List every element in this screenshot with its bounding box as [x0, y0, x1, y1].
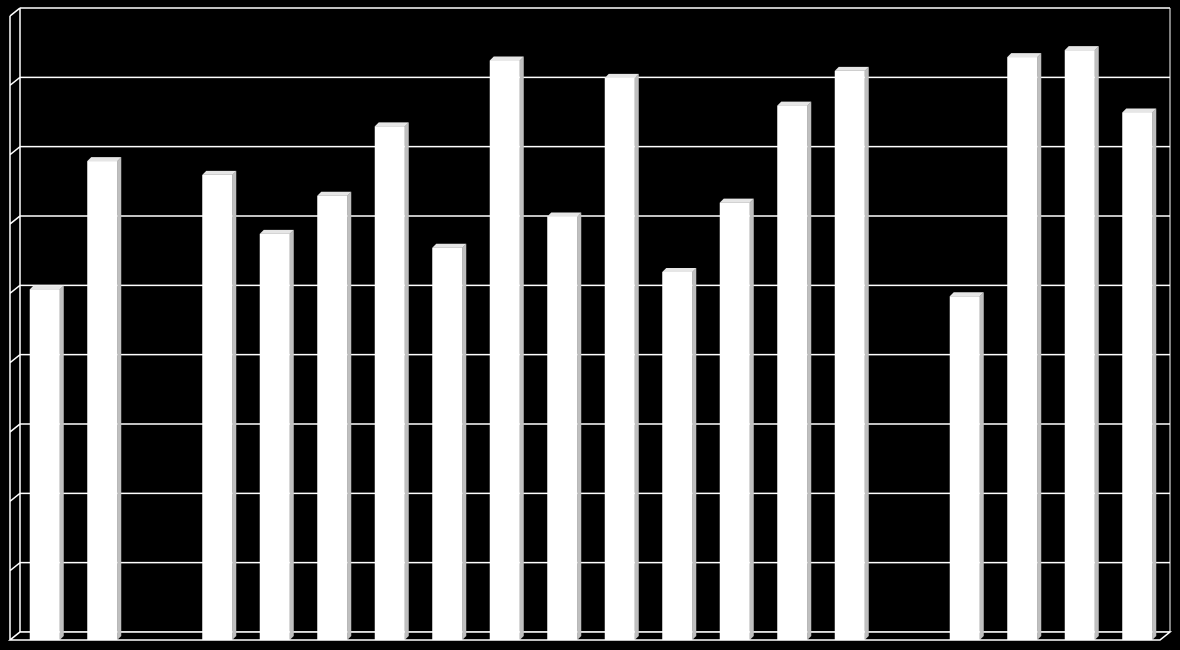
grid-line-side — [9, 146, 21, 156]
bar — [777, 105, 808, 641]
bar-top-face — [374, 122, 409, 127]
bar-side-face — [117, 157, 122, 641]
bar-top-face — [87, 157, 122, 162]
bar-top-face — [547, 212, 582, 217]
bar-top-face — [1064, 46, 1099, 51]
bar-top-face — [317, 191, 352, 196]
bar-top-face — [662, 268, 697, 272]
bar — [604, 77, 635, 640]
bar — [317, 195, 348, 640]
bar — [29, 289, 60, 640]
bar — [489, 60, 520, 641]
grid-line-side — [9, 76, 21, 86]
bar-side-face — [749, 198, 754, 640]
bar-top-face — [777, 101, 812, 106]
bar-top-face — [432, 243, 467, 248]
bar-top-face — [719, 198, 754, 203]
bar — [202, 174, 233, 640]
bar-top-face — [834, 66, 869, 71]
bar-top-face — [29, 285, 64, 290]
bar — [547, 216, 578, 641]
bar-side-face — [692, 268, 697, 640]
bar — [949, 296, 980, 640]
bar — [1064, 50, 1095, 640]
bar-side-face — [979, 292, 984, 640]
bar-side-face — [807, 101, 812, 641]
bar — [1007, 57, 1038, 641]
bar-top-face — [604, 73, 639, 78]
bar-side-face — [634, 73, 639, 640]
bar-side-face — [59, 285, 64, 640]
bar-top-face — [949, 292, 984, 297]
grid-line-side — [9, 215, 21, 225]
bar — [719, 202, 750, 640]
bar-top-face — [202, 170, 237, 175]
bar-top-face — [489, 56, 524, 61]
grid-line-side — [9, 354, 21, 364]
bar — [1122, 112, 1153, 641]
floor — [7, 631, 1173, 641]
bar-side-face — [404, 122, 409, 640]
bar-side-face — [1094, 46, 1099, 640]
bar-side-face — [519, 56, 524, 641]
bar-top-face — [1122, 108, 1157, 113]
bar — [834, 70, 865, 640]
bar-side-face — [232, 170, 237, 640]
bar-side-face — [864, 66, 869, 640]
bar — [259, 233, 290, 640]
bar-side-face — [462, 243, 467, 640]
bar-side-face — [577, 212, 582, 641]
grid-line-side — [9, 492, 21, 502]
bar-side-face — [347, 191, 352, 640]
grid-line-side — [9, 562, 21, 572]
bar-top-face — [1007, 53, 1042, 58]
grid-line-side — [9, 284, 21, 294]
bar-top-face — [259, 229, 294, 234]
grid-line-side — [9, 423, 21, 433]
bar — [662, 272, 693, 640]
bar — [432, 247, 463, 640]
bar — [87, 161, 118, 641]
grid-line-side — [9, 7, 21, 17]
bar-side-face — [1152, 108, 1157, 641]
bar — [374, 126, 405, 640]
bar-side-face — [1037, 53, 1042, 641]
bar-side-face — [289, 229, 294, 640]
